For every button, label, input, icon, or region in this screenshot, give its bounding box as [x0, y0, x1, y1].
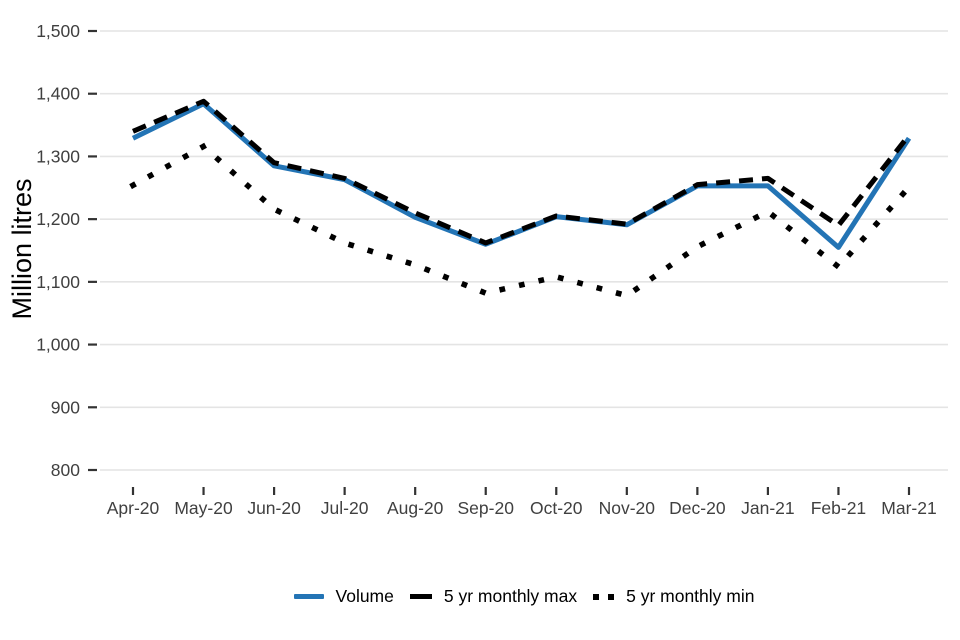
y-tick-label: 1,300	[36, 146, 80, 166]
legend-label-5yr-monthly-min: 5 yr monthly min	[626, 586, 755, 606]
y-tick-label: 800	[51, 460, 80, 480]
legend-item-volume: Volume	[293, 586, 394, 607]
y-tick-label: 1,500	[36, 21, 80, 41]
y-axis-tick-labels: 1,500 1,400 1,300 1,200 1,100 1,000 900 800	[36, 21, 80, 480]
y-tick-label: 1,200	[36, 209, 80, 229]
y-axis-title: Million litres	[7, 178, 37, 319]
x-tick-label: May-20	[174, 498, 233, 518]
series-line-5yr-monthly-min	[129, 143, 913, 299]
x-tick-label: Dec-20	[669, 498, 726, 518]
x-tick-label: Nov-20	[599, 498, 656, 518]
dotted-line-swatch-icon	[593, 593, 615, 600]
x-tick-label: Apr-20	[107, 498, 160, 518]
y-axis-ticks	[88, 29, 97, 472]
dot-icon	[608, 593, 615, 600]
legend-item-5yr-monthly-min: 5 yr monthly min	[593, 586, 754, 607]
dot-icon	[593, 593, 600, 600]
y-tick-label: 1,000	[36, 335, 80, 355]
x-axis-tick-labels: Apr-20 May-20 Jun-20 Jul-20 Aug-20 Sep-20 Oct-…	[107, 498, 937, 518]
x-axis-ticks	[131, 487, 911, 495]
x-tick-label: Aug-20	[387, 498, 444, 518]
x-tick-label: Sep-20	[458, 498, 515, 518]
x-tick-label: Oct-20	[530, 498, 583, 518]
legend: Volume 5 yr monthly max 5 yr monthly min	[100, 586, 948, 607]
x-tick-label: Jul-20	[321, 498, 369, 518]
legend-label-5yr-monthly-max: 5 yr monthly max	[443, 586, 578, 606]
y-tick-label: 900	[51, 397, 80, 417]
series-line-5yr-monthly-max	[132, 98, 911, 246]
volume-line-swatch-icon	[293, 594, 324, 599]
legend-item-5yr-monthly-max: 5 yr monthly max	[409, 586, 578, 607]
dashed-line-swatch-icon	[409, 594, 432, 599]
legend-label-volume: Volume	[335, 586, 394, 606]
x-tick-label: Jun-20	[247, 498, 301, 518]
series-line-volume	[131, 101, 912, 250]
y-tick-label: 1,100	[36, 272, 80, 292]
y-tick-label: 1,400	[36, 84, 80, 104]
plot-area: 1,500 1,400 1,300 1,200 1,100 1,000 900 800 Apr…	[7, 21, 948, 518]
x-tick-label: Feb-21	[811, 498, 866, 518]
x-tick-label: Mar-21	[881, 498, 936, 518]
x-tick-label: Jan-21	[741, 498, 795, 518]
